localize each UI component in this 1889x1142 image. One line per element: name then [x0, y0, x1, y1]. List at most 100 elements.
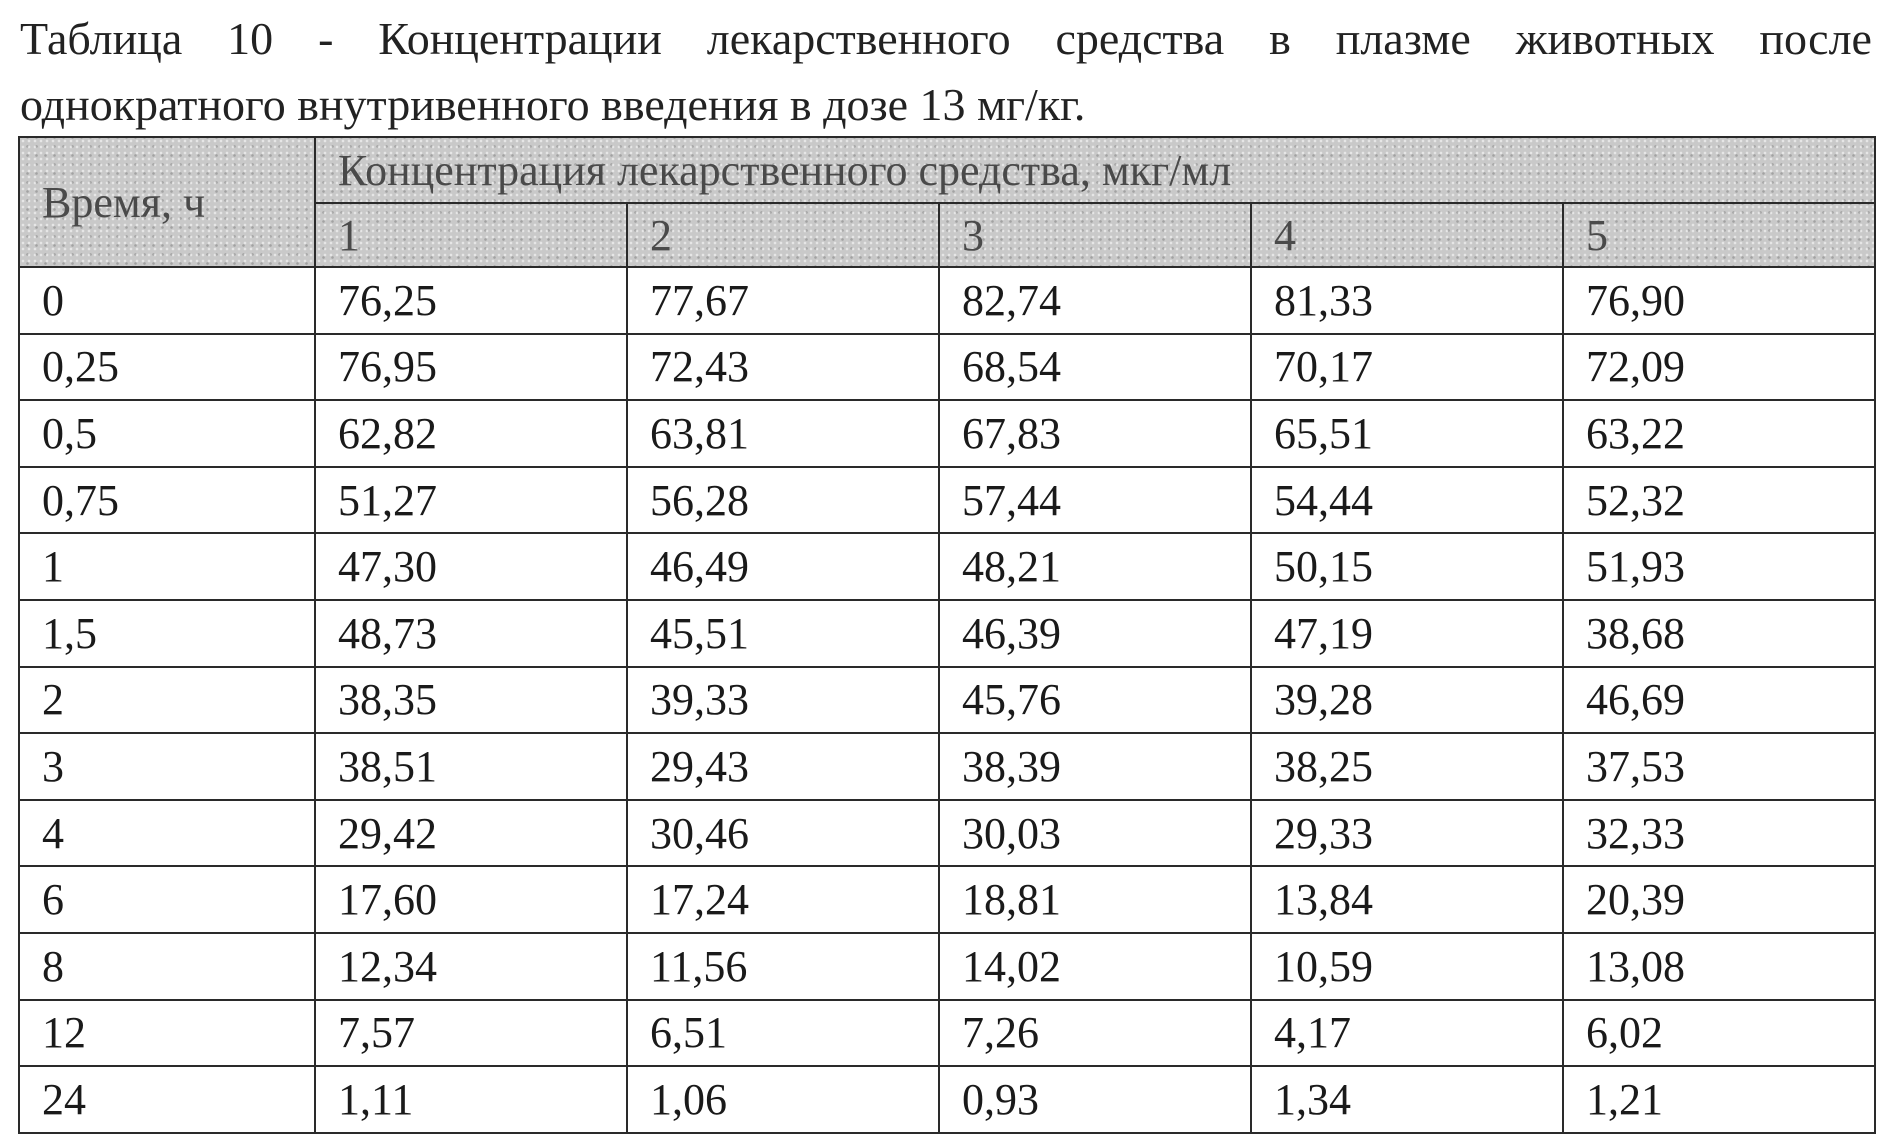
concentration-cell: 57,44	[938, 465, 1252, 535]
header-row-1: Время, ч Концентрация лекарственного сре…	[18, 136, 1877, 268]
time-cell: 12	[18, 998, 316, 1068]
table-row: 0 76,25 77,67 82,74 81,33 76,90	[18, 266, 1877, 335]
concentration-cell: 45,51	[626, 598, 940, 668]
concentration-cell: 12,34	[314, 931, 628, 1001]
time-cell: 24	[18, 1065, 316, 1134]
concentration-cell: 81,33	[1250, 266, 1564, 335]
time-cell: 0,5	[18, 399, 316, 468]
animal-column-header: 5	[1561, 202, 1877, 268]
concentration-cell: 1,11	[314, 1065, 628, 1134]
concentration-cell: 32,33	[1561, 798, 1877, 868]
concentration-cell: 39,28	[1250, 665, 1564, 735]
concentration-cell: 18,81	[938, 865, 1252, 934]
concentration-cell: 11,56	[626, 931, 940, 1001]
concentration-cell: 48,21	[938, 532, 1252, 601]
concentration-cell: 65,51	[1250, 399, 1564, 468]
concentration-cell: 72,43	[626, 332, 940, 402]
time-cell: 3	[18, 732, 316, 801]
concentration-cell: 38,68	[1561, 598, 1877, 668]
concentration-cell: 37,53	[1561, 732, 1877, 801]
concentration-cell: 38,25	[1250, 732, 1564, 801]
caption-word: лекарственного	[706, 13, 1011, 64]
table-row: 6 17,60 17,24 18,81 13,84 20,39	[18, 865, 1877, 934]
concentration-cell: 39,33	[626, 665, 940, 735]
header-row-2: 1 2 3 4 5	[19, 202, 1877, 268]
concentration-cell: 29,43	[626, 732, 940, 801]
concentration-cell: 50,15	[1250, 532, 1564, 601]
table-row: 8 12,34 11,56 14,02 10,59 13,08	[18, 931, 1877, 1001]
concentration-cell: 76,95	[314, 332, 628, 402]
table-row: 0,5 62,82 63,81 67,83 65,51 63,22	[18, 399, 1877, 468]
concentration-cell: 14,02	[938, 931, 1252, 1001]
concentration-cell: 82,74	[938, 266, 1252, 335]
concentration-cell: 46,69	[1561, 665, 1877, 735]
concentration-cell: 51,93	[1561, 532, 1877, 601]
time-cell: 8	[18, 931, 316, 1001]
table-row: 3 38,51 29,43 38,39 38,25 37,53	[18, 732, 1877, 801]
concentration-cell: 46,49	[626, 532, 940, 601]
table-caption: Таблица 10 - Концентрации лекарственного…	[20, 6, 1872, 138]
concentration-cell: 63,81	[626, 399, 940, 468]
animal-column-header: 1	[314, 202, 628, 268]
concentration-table: Время, ч Концентрация лекарственного сре…	[18, 136, 1877, 1134]
concentration-cell: 45,76	[938, 665, 1252, 735]
concentration-cell: 68,54	[938, 332, 1252, 402]
concentration-cell: 38,39	[938, 732, 1252, 801]
concentration-cell: 63,22	[1561, 399, 1877, 468]
concentration-cell: 0,93	[938, 1065, 1252, 1134]
concentration-cell: 52,32	[1561, 465, 1877, 535]
caption-word: в	[1269, 13, 1291, 64]
concentration-cell: 47,30	[314, 532, 628, 601]
time-cell: 6	[18, 865, 316, 934]
time-cell: 1,5	[18, 598, 316, 668]
concentration-cell: 70,17	[1250, 332, 1564, 402]
concentration-cell: 46,39	[938, 598, 1252, 668]
time-cell: 0,25	[18, 332, 316, 402]
concentration-cell: 29,33	[1250, 798, 1564, 868]
concentration-cell: 4,17	[1250, 998, 1564, 1068]
concentration-cell: 1,06	[626, 1065, 940, 1134]
concentration-cell: 38,35	[314, 665, 628, 735]
concentration-cell: 48,73	[314, 598, 628, 668]
concentration-cell: 13,84	[1250, 865, 1564, 934]
concentration-cell: 67,83	[938, 399, 1252, 468]
concentration-cell: 76,90	[1561, 266, 1877, 335]
caption-word: 10	[227, 13, 274, 64]
concentration-cell: 30,46	[626, 798, 940, 868]
concentration-cell: 77,67	[626, 266, 940, 335]
concentration-cell: 6,02	[1561, 998, 1877, 1068]
concentration-cell: 76,25	[314, 266, 628, 335]
animal-column-header: 2	[626, 202, 940, 268]
concentration-cell: 72,09	[1561, 332, 1877, 402]
concentration-cell: 62,82	[314, 399, 628, 468]
concentration-cell: 17,60	[314, 865, 628, 934]
caption-word: Концентрации	[378, 13, 662, 64]
time-cell: 2	[18, 665, 316, 735]
concentration-cell: 17,24	[626, 865, 940, 934]
caption-word: Таблица	[20, 13, 183, 64]
concentration-cell: 7,57	[314, 998, 628, 1068]
animal-column-header: 4	[1250, 202, 1564, 268]
concentration-cell: 20,39	[1561, 865, 1877, 934]
concentration-group-header: Концентрация лекарственного средства, мк…	[313, 136, 1877, 204]
table-row: 2 38,35 39,33 45,76 39,28 46,69	[18, 665, 1877, 735]
animal-column-header: 3	[938, 202, 1252, 268]
time-column-header: Время, ч	[18, 136, 316, 268]
table-row: 0,25 76,95 72,43 68,54 70,17 72,09	[18, 332, 1877, 402]
concentration-cell: 1,34	[1250, 1065, 1564, 1134]
concentration-cell: 38,51	[314, 732, 628, 801]
time-cell: 0,75	[18, 465, 316, 535]
time-cell: 0	[18, 266, 316, 335]
caption-line-1: Таблица 10 - Концентрации лекарственного…	[20, 6, 1872, 72]
concentration-cell: 51,27	[314, 465, 628, 535]
concentration-cell: 56,28	[626, 465, 940, 535]
table-body: 0 76,25 77,67 82,74 81,33 76,90 0,25 76,95 72,43…	[18, 266, 1877, 1134]
concentration-cell: 7,26	[938, 998, 1252, 1068]
concentration-cell: 29,42	[314, 798, 628, 868]
concentration-cell: 54,44	[1250, 465, 1564, 535]
table-row: 12 7,57 6,51 7,26 4,17 6,02	[18, 998, 1877, 1068]
concentration-cell: 6,51	[626, 998, 940, 1068]
concentration-cell: 30,03	[938, 798, 1252, 868]
time-cell: 4	[18, 798, 316, 868]
caption-word: плазме	[1335, 13, 1471, 64]
